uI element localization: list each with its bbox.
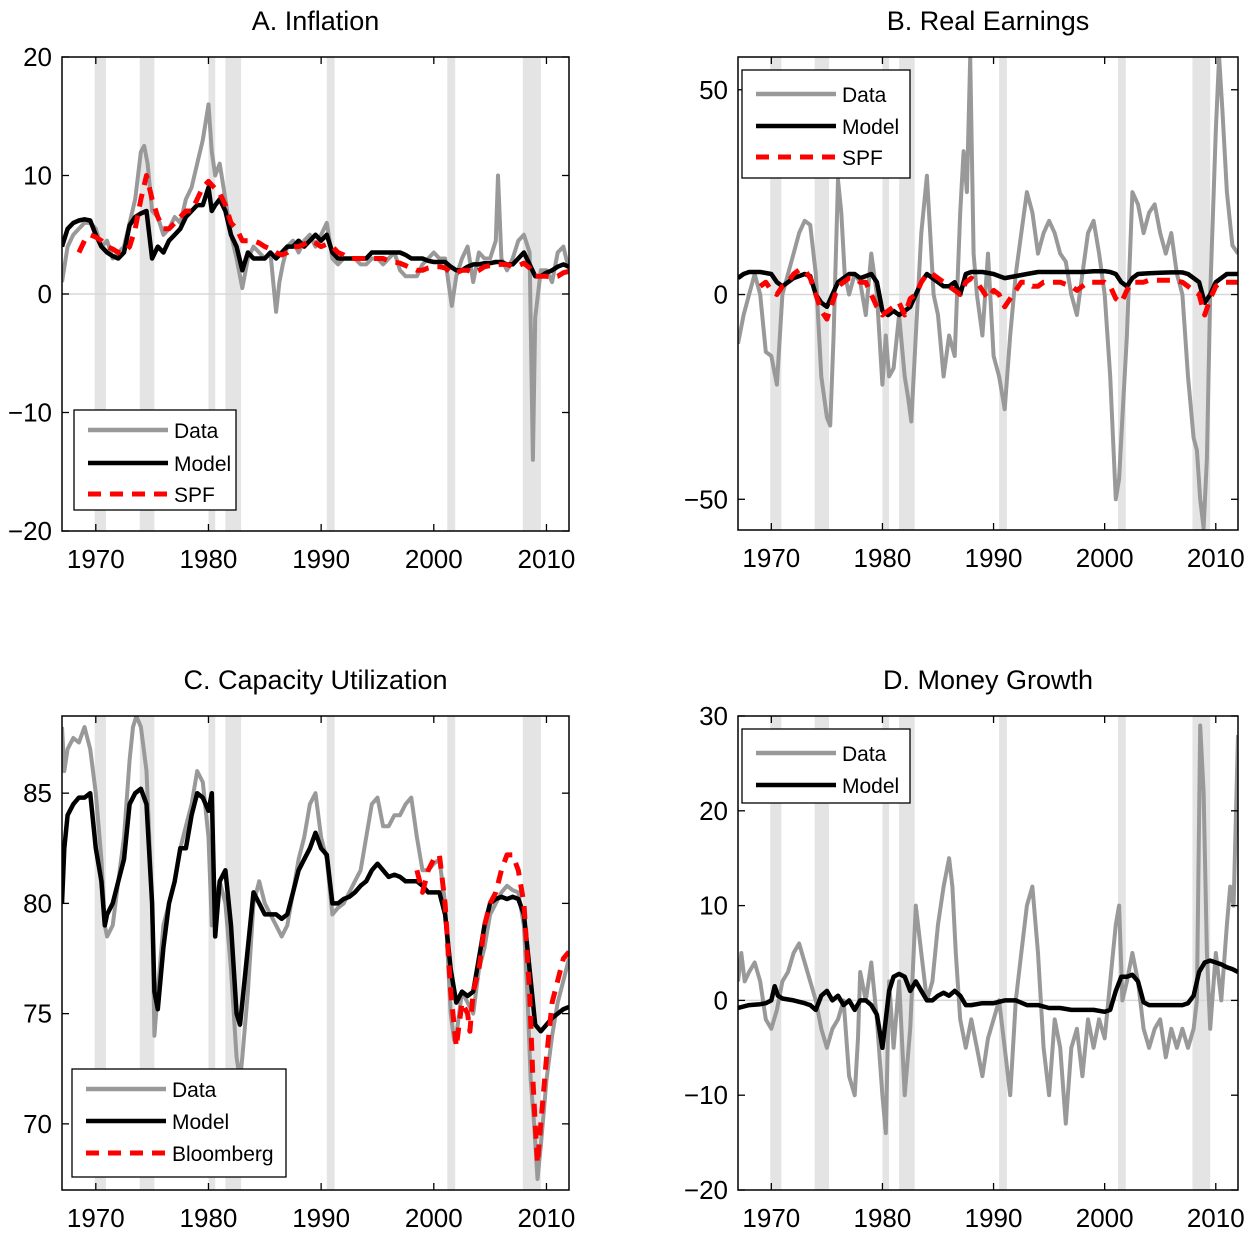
y-tick-label: 75 bbox=[23, 999, 52, 1029]
legend-label-bloomberg: Bloomberg bbox=[172, 1143, 274, 1166]
series-bloomberg bbox=[414, 852, 569, 1166]
y-tick-label: 70 bbox=[23, 1109, 52, 1139]
series-data bbox=[738, 723, 1238, 1136]
legend-label-model: Model bbox=[842, 775, 899, 798]
series-model bbox=[62, 185, 569, 279]
x-tick-label: 2010 bbox=[518, 1203, 576, 1233]
x-tick-label: 2000 bbox=[405, 544, 463, 574]
plot-area bbox=[738, 716, 1238, 1190]
x-tick-label: 1970 bbox=[67, 544, 125, 574]
x-tick-label: 1970 bbox=[742, 1203, 800, 1233]
y-tick-label: 30 bbox=[699, 701, 728, 731]
x-tick-label: 2000 bbox=[1076, 1203, 1134, 1233]
series-data bbox=[738, 57, 1238, 530]
x-tick-label: 2010 bbox=[518, 544, 576, 574]
x-tick-label: 1990 bbox=[965, 543, 1023, 573]
chart-title: A. Inflation bbox=[252, 6, 380, 36]
y-tick-label: −20 bbox=[684, 1175, 728, 1205]
x-tick-label: 1980 bbox=[180, 1203, 238, 1233]
y-tick-label: 20 bbox=[699, 796, 728, 826]
plot-area bbox=[62, 57, 569, 531]
y-tick-label: 20 bbox=[23, 42, 52, 72]
legend-box bbox=[741, 728, 911, 804]
legend: Data Model SPF bbox=[73, 409, 237, 511]
x-tick-label: 2000 bbox=[405, 1203, 463, 1233]
recession-band bbox=[770, 716, 782, 1190]
chart-title: B. Real Earnings bbox=[887, 6, 1090, 36]
recession-band bbox=[999, 716, 1007, 1190]
series-data bbox=[62, 716, 569, 1181]
series-model bbox=[62, 786, 569, 1034]
x-tick-label: 1970 bbox=[67, 1203, 125, 1233]
y-tick-label: −50 bbox=[684, 484, 728, 514]
chart-capacity-utilization: C. Capacity Utilization 1970 1980 1990 2000 2… bbox=[23, 665, 575, 1233]
legend-label-data: Data bbox=[172, 1079, 217, 1102]
x-tick-label: 1980 bbox=[180, 544, 238, 574]
plot-area bbox=[62, 716, 569, 1190]
legend: Data Model SPF bbox=[741, 69, 911, 179]
y-tick-label: 10 bbox=[699, 891, 728, 921]
recession-band bbox=[326, 716, 335, 1190]
y-tick-label: 50 bbox=[699, 75, 728, 105]
x-tick-label: 2010 bbox=[1187, 1203, 1245, 1233]
y-tick-label: 85 bbox=[23, 778, 52, 808]
legend-label-spf: SPF bbox=[842, 147, 883, 170]
y-tick-label: 0 bbox=[38, 279, 52, 309]
chart-real-earnings: B. Real Earnings 1970 1980 1990 2000 2010 −50 0… bbox=[684, 6, 1245, 573]
recession-band bbox=[1118, 57, 1126, 530]
recession-band bbox=[522, 716, 541, 1190]
x-tick-label: 1980 bbox=[854, 543, 912, 573]
legend-label-model: Model bbox=[842, 116, 899, 139]
y-tick-label: 0 bbox=[714, 985, 728, 1015]
axes-frame bbox=[61, 715, 570, 1191]
legend: Data Model Bloomberg bbox=[71, 1068, 287, 1178]
x-tick-label: 1970 bbox=[742, 543, 800, 573]
legend-label-model: Model bbox=[172, 1111, 229, 1134]
x-tick-label: 2000 bbox=[1076, 543, 1134, 573]
series-spf bbox=[76, 173, 569, 280]
recession-band bbox=[208, 716, 216, 1190]
legend-label-data: Data bbox=[174, 420, 219, 443]
y-tick-label: 80 bbox=[23, 888, 52, 918]
y-tick-label: −20 bbox=[8, 516, 52, 546]
x-tick-label: 2010 bbox=[1187, 543, 1245, 573]
recession-band bbox=[882, 57, 890, 530]
series-data bbox=[62, 102, 569, 462]
legend-label-model: Model bbox=[174, 453, 231, 476]
axes-frame bbox=[737, 715, 1239, 1191]
y-tick-label: 0 bbox=[714, 280, 728, 310]
chart-title: C. Capacity Utilization bbox=[183, 665, 447, 695]
y-tick-label: −10 bbox=[8, 398, 52, 428]
x-tick-label: 1990 bbox=[292, 1203, 350, 1233]
legend-label-data: Data bbox=[842, 743, 887, 766]
series-spf bbox=[758, 267, 1238, 322]
axes-frame bbox=[737, 56, 1239, 531]
series-model bbox=[738, 958, 1238, 1051]
x-tick-label: 1990 bbox=[965, 1203, 1023, 1233]
recession-band bbox=[999, 57, 1007, 530]
chart-title: D. Money Growth bbox=[883, 665, 1093, 695]
legend-label-spf: SPF bbox=[174, 484, 215, 507]
legend-label-data: Data bbox=[842, 84, 887, 107]
recession-band bbox=[814, 716, 830, 1190]
recession-band bbox=[94, 716, 106, 1190]
chart-inflation: A. Inflation 1970 1980 1990 2000 2010 −20 −10 0 1… bbox=[8, 6, 575, 574]
x-tick-label: 1980 bbox=[854, 1203, 912, 1233]
y-tick-label: −10 bbox=[684, 1080, 728, 1110]
x-tick-label: 1990 bbox=[292, 544, 350, 574]
y-tick-label: 10 bbox=[23, 161, 52, 191]
legend: Data Model bbox=[741, 728, 911, 804]
recession-band bbox=[882, 716, 890, 1190]
